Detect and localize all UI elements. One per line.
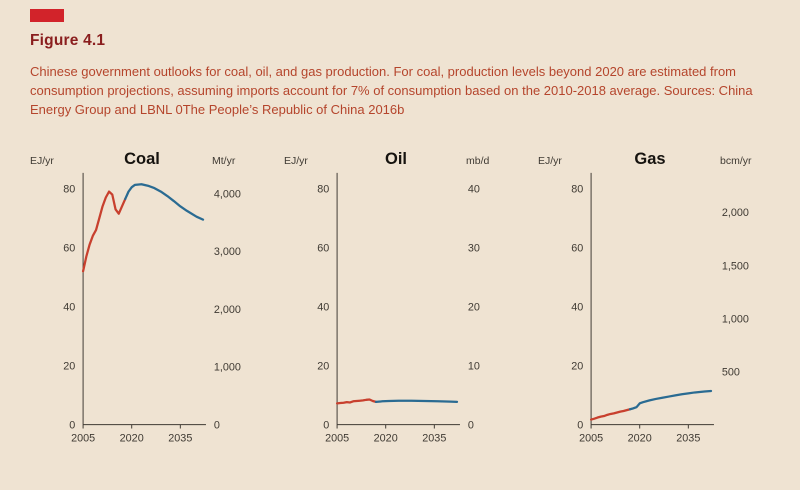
svg-text:0: 0: [214, 419, 220, 431]
svg-text:0: 0: [323, 419, 329, 431]
gas-projection-line: [628, 389, 713, 410]
oil-chart-title: Oil: [384, 149, 407, 168]
svg-text:2005: 2005: [71, 432, 95, 444]
svg-text:80: 80: [63, 183, 75, 195]
oil-left-axis-unit-label: EJ/yr: [284, 154, 308, 167]
coal-x-axis-ticks: 2005 2020 2035: [71, 424, 192, 444]
coal-left-axis-ticks: 0 20 40 60 80: [63, 183, 75, 431]
oil-historical-line: [335, 397, 378, 405]
chart-panel-coal: EJ/yr Coal Mt/yr 0 20 40 60 80 0 1,000 2,000 3,0…: [30, 150, 262, 464]
svg-text:1,500: 1,500: [722, 260, 749, 272]
oil-axes: [336, 172, 460, 425]
svg-text:20: 20: [468, 301, 480, 313]
oil-right-axis-ticks: 0 10 20 30 40: [468, 183, 480, 431]
svg-text:2035: 2035: [676, 432, 700, 444]
coal-chart-header: EJ/yr Coal Mt/yr: [30, 150, 262, 169]
svg-text:40: 40: [468, 183, 480, 195]
svg-text:2005: 2005: [325, 432, 349, 444]
oil-projection-line: [374, 399, 459, 403]
gas-chart-title: Gas: [634, 149, 666, 168]
svg-text:4,000: 4,000: [214, 188, 241, 200]
coal-chart-title: Coal: [124, 149, 160, 168]
svg-text:0: 0: [69, 419, 75, 431]
svg-text:500: 500: [722, 366, 740, 378]
gas-left-axis-unit-label: EJ/yr: [538, 154, 562, 167]
oil-right-axis-unit-label: mb/d: [466, 154, 490, 167]
oil-chart-canvas-host: 0 20 40 60 80 0 10 20 30 40 2005 2020 2035: [284, 169, 516, 464]
charts-row: EJ/yr Coal Mt/yr 0 20 40 60 80 0 1,000 2,000 3,0…: [30, 150, 770, 464]
coal-right-axis-unit-label: Mt/yr: [212, 154, 236, 167]
oil-left-axis-ticks: 0 20 40 60 80: [317, 183, 329, 431]
svg-text:30: 30: [468, 242, 480, 254]
svg-text:2020: 2020: [374, 432, 398, 444]
gas-right-axis-unit-label: bcm/yr: [720, 154, 752, 167]
svg-text:1,000: 1,000: [722, 313, 749, 325]
gas-axes: [590, 172, 714, 425]
gas-x-axis-ticks: 2005 2020 2035: [579, 424, 700, 444]
svg-text:0: 0: [468, 419, 474, 431]
svg-text:60: 60: [63, 242, 75, 254]
svg-text:2,000: 2,000: [214, 303, 241, 315]
svg-text:80: 80: [317, 183, 329, 195]
coal-right-axis-ticks: 0 1,000 2,000 3,000 4,000: [214, 188, 241, 431]
svg-text:10: 10: [468, 360, 480, 372]
gas-chart-header: EJ/yr Gas bcm/yr: [538, 150, 770, 169]
svg-text:2020: 2020: [120, 432, 144, 444]
oil-chart-canvas: 0 20 40 60 80 0 10 20 30 40 2005 2020 2035: [317, 172, 480, 444]
svg-text:20: 20: [317, 360, 329, 372]
figure-caption: Chinese government outlooks for coal, oi…: [30, 64, 753, 117]
svg-text:3,000: 3,000: [214, 246, 241, 258]
svg-text:60: 60: [317, 242, 329, 254]
figure-page: Figure 4.1 Chinese government outlooks f…: [30, 9, 770, 464]
oil-x-axis-ticks: 2005 2020 2035: [325, 424, 446, 444]
gas-chart-canvas: 0 20 40 60 80 500 1,000 1,500 2,000 2005 2020 2035: [571, 172, 749, 444]
oil-chart-header: EJ/yr Oil mb/d: [284, 150, 516, 169]
coal-axes: [82, 172, 206, 425]
svg-text:40: 40: [571, 301, 583, 313]
coal-projection-line: [124, 182, 205, 221]
coal-left-axis-unit-label: EJ/yr: [30, 154, 54, 167]
gas-left-axis-ticks: 0 20 40 60 80: [571, 183, 583, 431]
svg-text:2035: 2035: [422, 432, 446, 444]
svg-text:20: 20: [63, 360, 75, 372]
gas-chart-canvas-host: 0 20 40 60 80 500 1,000 1,500 2,000 2005 2020 2035: [538, 169, 770, 464]
coal-historical-line: [81, 190, 127, 272]
chart-panel-gas: EJ/yr Gas bcm/yr 0 20 40 60 80 500 1,000 1,500 2…: [538, 150, 770, 464]
figure-label: Figure 4.1: [30, 32, 106, 49]
svg-text:0: 0: [577, 419, 583, 431]
svg-text:2,000: 2,000: [722, 207, 749, 219]
svg-text:80: 80: [571, 183, 583, 195]
svg-text:40: 40: [63, 301, 75, 313]
svg-text:40: 40: [317, 301, 329, 313]
svg-text:1,000: 1,000: [214, 361, 241, 373]
svg-text:2035: 2035: [168, 432, 192, 444]
svg-text:60: 60: [571, 242, 583, 254]
gas-right-axis-ticks: 500 1,000 1,500 2,000: [722, 207, 749, 378]
gas-historical-line: [589, 407, 632, 421]
coal-chart-canvas-host: 0 20 40 60 80 0 1,000 2,000 3,000 4,000 2005 2020 20…: [30, 169, 262, 464]
svg-text:2020: 2020: [628, 432, 652, 444]
svg-text:20: 20: [571, 360, 583, 372]
chart-panel-oil: EJ/yr Oil mb/d 0 20 40 60 80 0 10 20 30 40 2005 202…: [284, 150, 516, 464]
publisher-logo-mark: [30, 9, 64, 22]
svg-text:2005: 2005: [579, 432, 603, 444]
